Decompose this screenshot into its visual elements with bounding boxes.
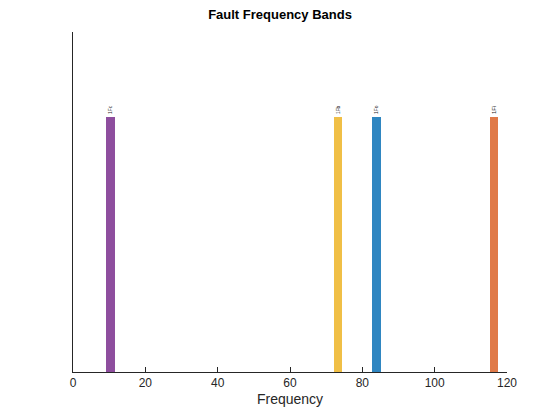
svg-text:80: 80 xyxy=(356,376,370,390)
svg-text:0: 0 xyxy=(70,376,77,390)
svg-text:Frequency: Frequency xyxy=(257,391,323,407)
svg-text:20: 20 xyxy=(139,376,153,390)
svg-text:1Fc: 1Fc xyxy=(107,105,113,114)
svg-text:40: 40 xyxy=(211,376,225,390)
svg-text:60: 60 xyxy=(283,376,297,390)
svg-text:120: 120 xyxy=(497,376,517,390)
svg-text:1Fi: 1Fi xyxy=(491,106,497,114)
svg-text:1Fo: 1Fo xyxy=(374,105,379,114)
svg-text:100: 100 xyxy=(425,376,445,390)
svg-text:1Fb: 1Fb xyxy=(336,105,341,114)
svg-text:Fault Frequency Bands: Fault Frequency Bands xyxy=(208,7,352,22)
